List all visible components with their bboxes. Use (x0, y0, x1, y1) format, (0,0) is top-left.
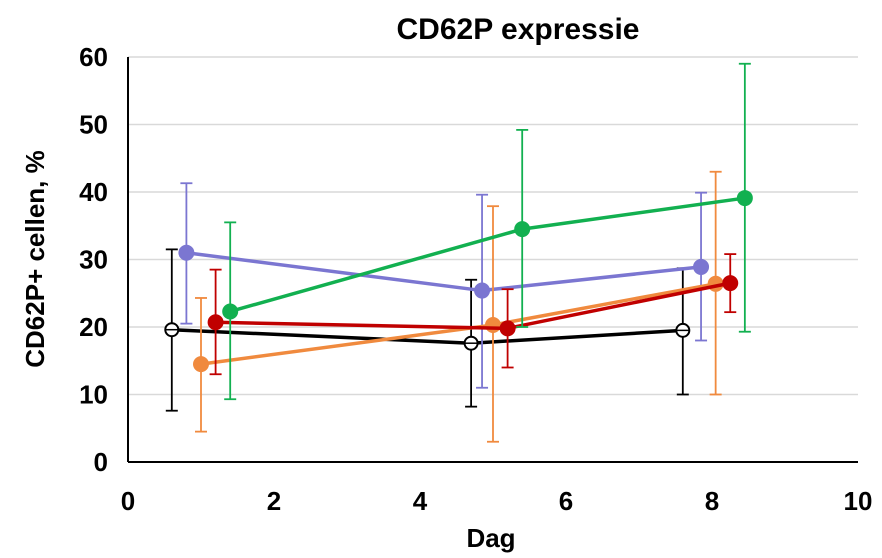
y-tick-label: 40 (79, 177, 108, 207)
x-tick-label: 0 (121, 486, 135, 516)
data-point (485, 316, 501, 333)
series-4 (207, 253, 739, 376)
data-point (222, 303, 239, 320)
series-1 (164, 248, 691, 412)
y-tick-label: 50 (79, 110, 108, 140)
x-tick-label: 4 (413, 486, 428, 516)
data-point (736, 190, 753, 207)
data-point (178, 244, 195, 261)
y-tick-label: 20 (79, 312, 108, 342)
data-point (722, 275, 739, 292)
data-point (207, 314, 224, 331)
series-5 (222, 62, 753, 401)
series-2 (178, 182, 710, 389)
series-line (186, 251, 702, 293)
x-tick-label: 10 (844, 486, 873, 516)
data-point (693, 258, 710, 275)
data-point (474, 282, 491, 299)
data-point (499, 320, 516, 337)
x-tick-label: 6 (559, 486, 573, 516)
y-tick-label: 10 (79, 380, 108, 410)
y-tick-label: 60 (79, 42, 108, 72)
x-axis-label: Dag (466, 523, 515, 553)
series-3 (193, 170, 724, 443)
y-axis-label: CD62P+ cellen, % (20, 150, 50, 368)
x-tick-labels: 0 2 4 6 8 10 (121, 486, 873, 516)
chart-title: CD62P expressie (397, 13, 640, 46)
data-point (514, 221, 531, 238)
series-line (171, 327, 683, 345)
y-tick-label: 0 (94, 447, 108, 477)
series-layer (164, 62, 753, 443)
x-tick-label: 2 (267, 486, 281, 516)
data-point (193, 356, 209, 373)
y-tick-label: 30 (79, 245, 108, 275)
y-tick-labels: 0 10 20 30 40 50 60 (79, 42, 108, 477)
x-tick-label: 8 (705, 486, 719, 516)
